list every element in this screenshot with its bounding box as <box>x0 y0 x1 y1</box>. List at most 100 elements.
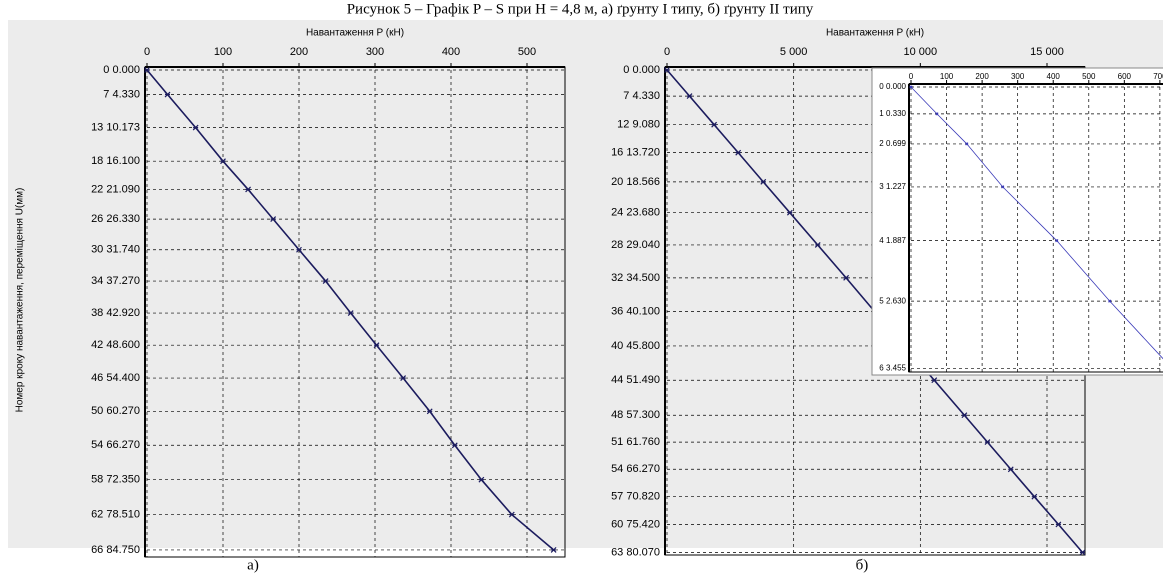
y-tick-label: 28 29.040 <box>611 239 660 251</box>
y-tick-label: 7 4.330 <box>103 88 140 100</box>
y-tick-label: 0 0.000 <box>103 64 140 76</box>
x-tick-label: 0 <box>144 46 150 58</box>
y-tick-label: 50 60.270 <box>91 405 140 417</box>
x-tick-label: 0 <box>909 72 914 81</box>
x-tick-label: 15 000 <box>1030 46 1064 58</box>
panel-label: а) <box>247 557 259 573</box>
data-point <box>1108 299 1112 303</box>
caption: Рисунок 5 – Графік P – S при H = 4,8 м, … <box>347 1 814 17</box>
chart-b: 0 0.000 7 4.330 12 9.080 16 13.720 20 18.566… <box>611 28 1086 558</box>
data-point <box>347 310 354 316</box>
y-tick-label: 54 66.270 <box>91 439 140 451</box>
data-point <box>664 67 670 73</box>
y-tick-label: 24 23.680 <box>611 207 660 219</box>
x-tick-label: 0 <box>664 46 670 58</box>
y-tick-label: 51 61.760 <box>611 436 660 448</box>
panel-label: б) <box>856 557 869 573</box>
data-point <box>984 439 991 446</box>
data-point <box>1079 549 1086 556</box>
x-tick-label: 100 <box>214 46 232 58</box>
y-tick-label: 32 34.500 <box>611 272 660 284</box>
y-tick-label: 12 9.080 <box>617 119 660 131</box>
y-tick-label: 6 3.455 <box>879 363 906 372</box>
y-tick-label: 16 13.720 <box>611 147 660 159</box>
x-tick-label: 500 <box>1082 72 1096 81</box>
y-tick-label: 30 31.740 <box>91 244 140 256</box>
y-tick-label: 5 2.630 <box>879 296 906 305</box>
data-point <box>322 278 329 284</box>
y-tick-label: 3 1.227 <box>879 182 906 191</box>
data-point <box>760 178 767 185</box>
x-tick-label: 300 <box>1011 72 1025 81</box>
data-point <box>550 546 557 553</box>
data-point <box>1007 466 1014 473</box>
chart-a: 0 0.000 7 4.330 13 10.173 18 16.100 22 21.09… <box>15 28 566 558</box>
y-tick-label: 7 4.330 <box>623 90 660 102</box>
y-tick-label: 26 26.330 <box>91 213 140 225</box>
data-point <box>400 375 407 381</box>
y-tick-label: 22 21.090 <box>91 183 140 195</box>
y-tick-label: 46 54.400 <box>91 372 140 384</box>
data-point <box>478 476 485 483</box>
x-tick-label: 5 000 <box>780 46 808 58</box>
x-tick-label: 10 000 <box>904 46 938 58</box>
data-point <box>786 209 793 216</box>
y-tick-label: 54 66.270 <box>611 463 660 475</box>
data-point <box>245 186 252 193</box>
y-tick-label: 66 84.750 <box>91 544 140 556</box>
y-tick-label: 63 80.070 <box>611 546 660 558</box>
y-tick-label: 20 18.566 <box>611 176 660 188</box>
x-axis-title: Навантаження P (кН) <box>826 28 924 39</box>
data-point <box>373 342 380 349</box>
y-tick-label: 18 16.100 <box>91 155 140 167</box>
data-point <box>192 124 199 131</box>
data-point <box>1031 493 1038 500</box>
data-point <box>1001 185 1005 189</box>
data-point <box>1055 521 1062 528</box>
data-point <box>508 511 515 518</box>
y-tick-label: 36 40.100 <box>611 306 660 318</box>
data-point <box>711 121 718 128</box>
data-point <box>735 149 742 156</box>
data-point <box>961 412 968 419</box>
y-tick-label: 34 37.270 <box>91 275 140 287</box>
data-point <box>270 216 277 223</box>
x-tick-label: 200 <box>290 46 308 58</box>
x-tick-label: 100 <box>940 72 954 81</box>
y-tick-label: 0 0.000 <box>879 82 906 91</box>
y-tick-label: 0 0.000 <box>623 64 660 76</box>
x-axis-title: Навантаження P (кН) <box>306 28 404 39</box>
x-tick-label: 700 <box>1153 72 1163 81</box>
data-point <box>451 442 458 449</box>
x-tick-label: 400 <box>1047 72 1061 81</box>
data-line <box>146 69 555 551</box>
data-point <box>935 112 939 116</box>
data-point <box>686 93 693 100</box>
y-tick-label: 62 78.510 <box>91 508 140 520</box>
x-tick-label: 600 <box>1118 72 1132 81</box>
data-point <box>144 67 150 73</box>
data-point <box>1055 239 1059 243</box>
inset-chart: 0 0.000 1 0.330 2 0.699 3 1.227 4 1.887 5 2.6… <box>871 67 1163 376</box>
y-tick-label: 60 75.420 <box>611 518 660 530</box>
data-point <box>220 158 226 165</box>
y-tick-label: 4 1.887 <box>879 236 906 245</box>
data-point <box>814 242 821 248</box>
data-point <box>965 142 969 146</box>
x-tick-label: 500 <box>518 46 536 58</box>
y-tick-label: 57 70.820 <box>611 491 660 503</box>
data-point <box>909 85 913 89</box>
data-point <box>843 274 850 281</box>
y-tick-label: 58 72.350 <box>91 474 140 486</box>
data-point <box>931 377 938 384</box>
y-tick-label: 48 57.300 <box>611 409 660 421</box>
y-tick-label: 1 0.330 <box>879 109 906 118</box>
x-tick-label: 200 <box>975 72 989 81</box>
y-tick-label: 42 48.600 <box>91 339 140 351</box>
data-point <box>164 91 171 98</box>
data-point <box>426 408 433 415</box>
y-tick-label: 44 51.490 <box>611 374 660 386</box>
data-point <box>296 246 302 253</box>
